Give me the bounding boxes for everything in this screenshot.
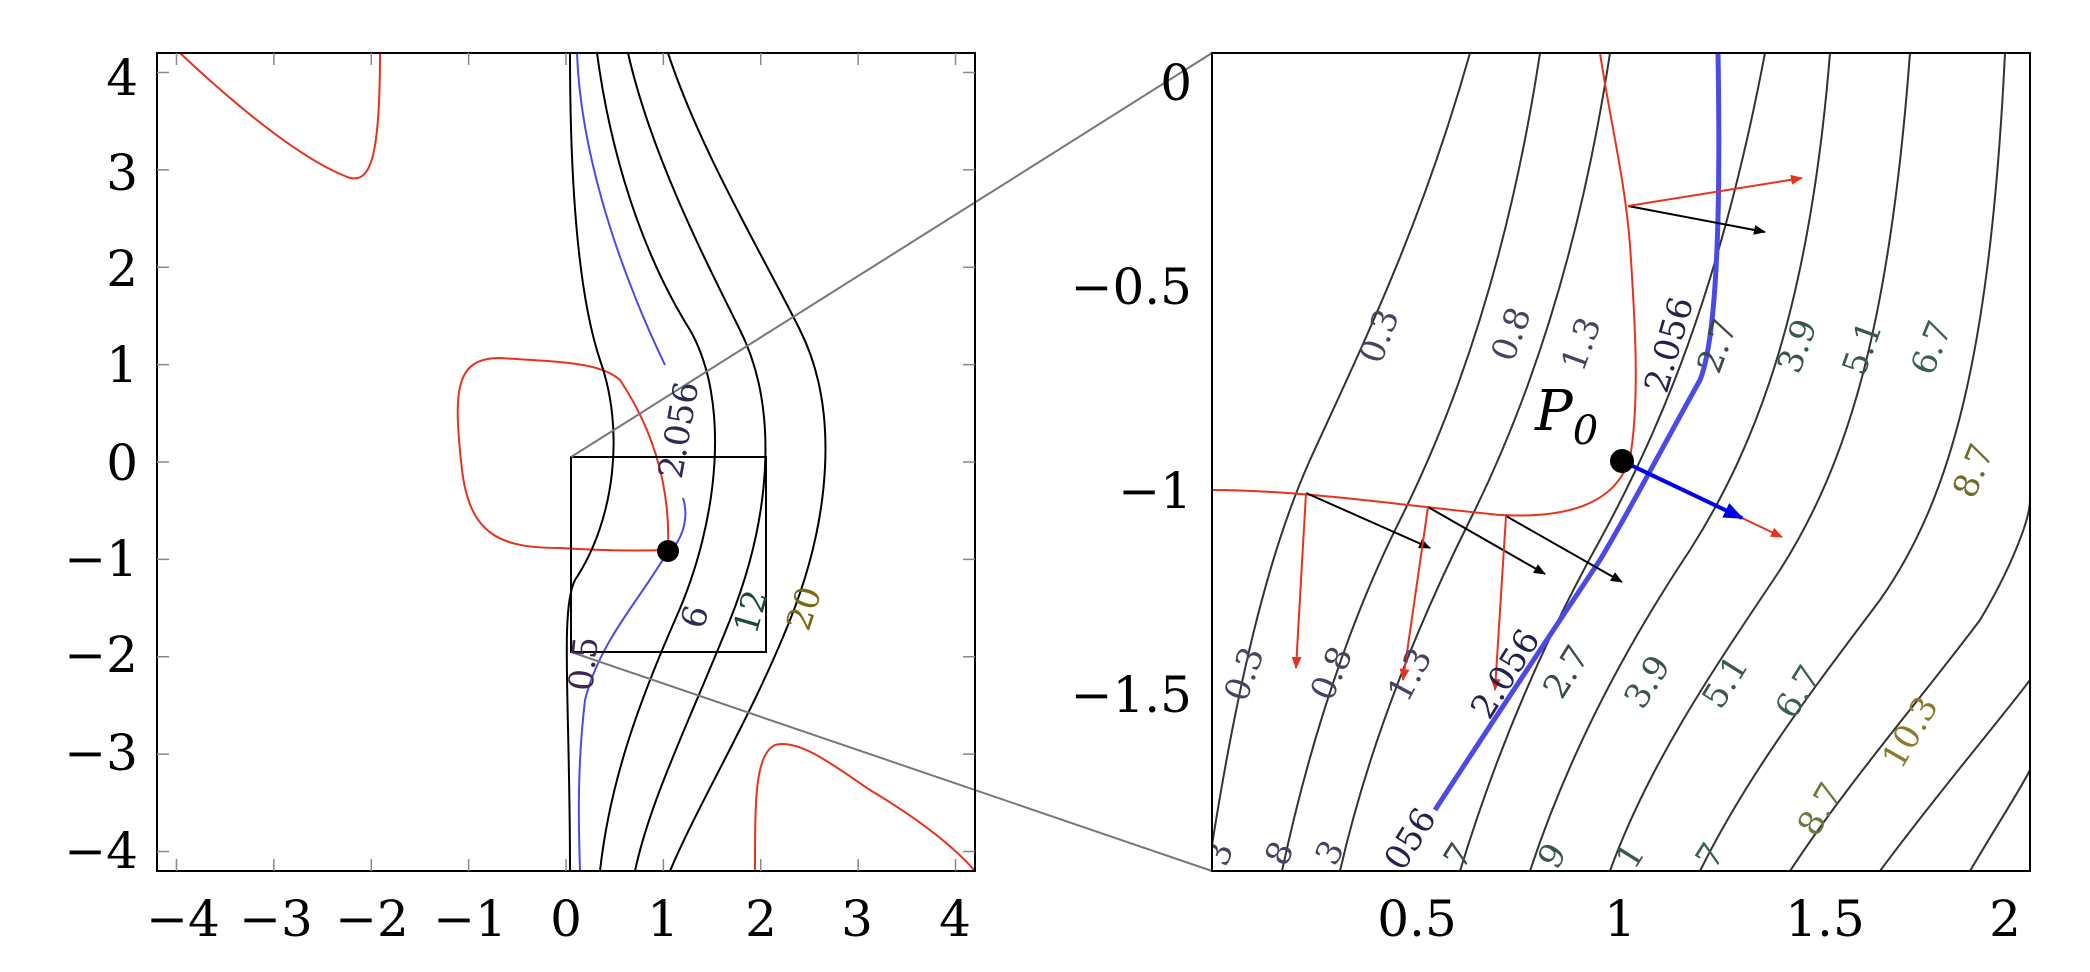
left-panel: 0.5 2.056 6 12 2 0 −4 −3 −2 −1 0 1 2 3 4 …: [64, 49, 1213, 948]
left-xtick-label: −4: [146, 890, 220, 948]
left-xtick-label: −1: [433, 890, 507, 948]
right-contour: [1789, 499, 2030, 871]
point-label: P0: [1534, 379, 1598, 454]
left-ytick-label: −2: [64, 626, 138, 684]
left-ytick-label: 3: [106, 144, 138, 202]
left-constraint-upper-left: [179, 53, 381, 180]
left-contour-label-12: 12: [726, 586, 776, 639]
right-contour: [1969, 769, 2030, 871]
left-xtick-label: −3: [239, 890, 313, 948]
right-contour-label-partial: 3: [1197, 837, 1242, 871]
right-ytick-label: −0.5: [1071, 258, 1192, 316]
right-contour-label: 6.7: [1903, 315, 1960, 380]
left-contour-20: [667, 53, 827, 871]
right-contour: [1212, 53, 1471, 846]
right-contour-label-partial: 056: [1377, 801, 1445, 877]
left-constraint-loop: [456, 356, 670, 552]
left-ytick-label: −3: [64, 724, 138, 782]
direction-arrow: [1305, 492, 1431, 549]
left-x-tick-labels: −4 −3 −2 −1 0 1 2 3 4: [146, 890, 971, 948]
right-contour-label: 2.056: [1463, 622, 1549, 726]
constraint-normal-arrow: [1627, 174, 1803, 207]
right-y-tick-labels: 0 −0.5 −1 −1.5: [1071, 54, 1192, 724]
zoom-connector-bottom: [570, 651, 1213, 872]
right-contour-label: 2.056: [1637, 293, 1702, 398]
constraint-normal-arrow: [1490, 515, 1507, 691]
left-point: [657, 540, 679, 562]
direction-arrow: [1505, 515, 1623, 583]
left-xtick-label: 0: [550, 890, 582, 948]
constraint-normal-arrow: [1399, 506, 1429, 681]
right-contour-label: 6.7: [1767, 659, 1830, 726]
right-contour-label: 8.7: [1790, 776, 1852, 843]
left-xtick-label: 1: [647, 890, 679, 948]
zoom-connector-top: [570, 52, 1213, 458]
right-contour-label: 0.8: [1484, 302, 1540, 366]
right-contour: [1459, 53, 1766, 871]
constraint-normal-arrow: [1291, 492, 1307, 669]
left-ytick-label: −4: [64, 822, 138, 880]
right-plot-frame: [1211, 52, 2031, 872]
left-ytick-label: 1: [106, 336, 138, 394]
right-contour-label: 5.1: [1694, 649, 1757, 716]
right-contour-label: 10.3: [1874, 690, 1946, 776]
left-xtick-label: 2: [745, 890, 777, 948]
right-contour-label: 1.3: [1380, 642, 1441, 709]
right-point: [1610, 449, 1634, 473]
right-x-tick-labels: 0.5 1 1.5 2: [1377, 890, 2021, 948]
right-xtick-label: 1: [1604, 890, 1636, 948]
left-y-tick-labels: 4 3 2 1 0 −1 −2 −3 −4: [64, 49, 138, 880]
right-xtick-label: 2: [1989, 890, 2021, 948]
right-xtick-label: 0.5: [1377, 890, 1457, 948]
left-plot-lines: [179, 53, 975, 871]
right-ytick-label: 0: [1160, 54, 1192, 112]
right-contour-label: 0.3: [1217, 642, 1273, 706]
right-contour: [1699, 53, 2006, 871]
right-panel: 0.3 0.8 1.3 2.056 2.7 3.9 5.1 6.7 8.7 0.…: [1071, 52, 2031, 948]
right-ytick-label: −1: [1118, 462, 1192, 520]
left-xtick-label: 4: [939, 890, 971, 948]
left-ytick-label: −1: [64, 530, 138, 588]
left-contour-12: [627, 53, 767, 871]
direction-arrow: [1427, 506, 1546, 575]
right-xtick-label: 1.5: [1785, 890, 1865, 948]
left-ytick-label: 2: [106, 240, 138, 298]
left-contour-label-0.5: 0.5: [561, 635, 606, 693]
left-ytick-label: 0: [106, 434, 138, 492]
gradient-arrow: [1621, 459, 1744, 520]
left-ytick-label: 4: [106, 49, 138, 107]
left-constraint-lower-right: [754, 743, 975, 871]
left-xtick-label: 3: [841, 890, 873, 948]
right-contour-2.056: [1432, 53, 1722, 812]
left-contour-6: [596, 53, 717, 871]
left-contour-0.5: [565, 53, 615, 871]
left-xtick-label: −2: [335, 890, 409, 948]
right-contour: [1879, 679, 2030, 871]
left-tick-marks: [157, 53, 975, 871]
right-contour-label: 2.7: [1690, 314, 1746, 378]
right-contour-label: 3.9: [1616, 649, 1679, 716]
right-contour-label-partial: 3: [1308, 834, 1353, 872]
right-contour: [1529, 53, 1831, 871]
left-contour-label-6: 6: [673, 601, 717, 633]
right-contour-label: 5.1: [1835, 316, 1891, 380]
zoom-box: [570, 456, 767, 653]
direction-arrow: [1627, 205, 1766, 235]
right-contour-label: 8.7: [1945, 438, 2002, 503]
right-contour-label-partial: 8: [1257, 836, 1302, 872]
right-contour-label: 0.3: [1352, 304, 1408, 368]
right-contour-label: 3.9: [1770, 314, 1826, 378]
right-contour-label: 0.8: [1303, 641, 1362, 707]
right-contour-label: 1.3: [1554, 312, 1610, 376]
right-contour: [1281, 53, 1541, 871]
right-ytick-label: −1.5: [1071, 666, 1192, 724]
right-contour: [1609, 53, 1911, 871]
left-contour-label-2.056: 2.056: [651, 379, 707, 482]
